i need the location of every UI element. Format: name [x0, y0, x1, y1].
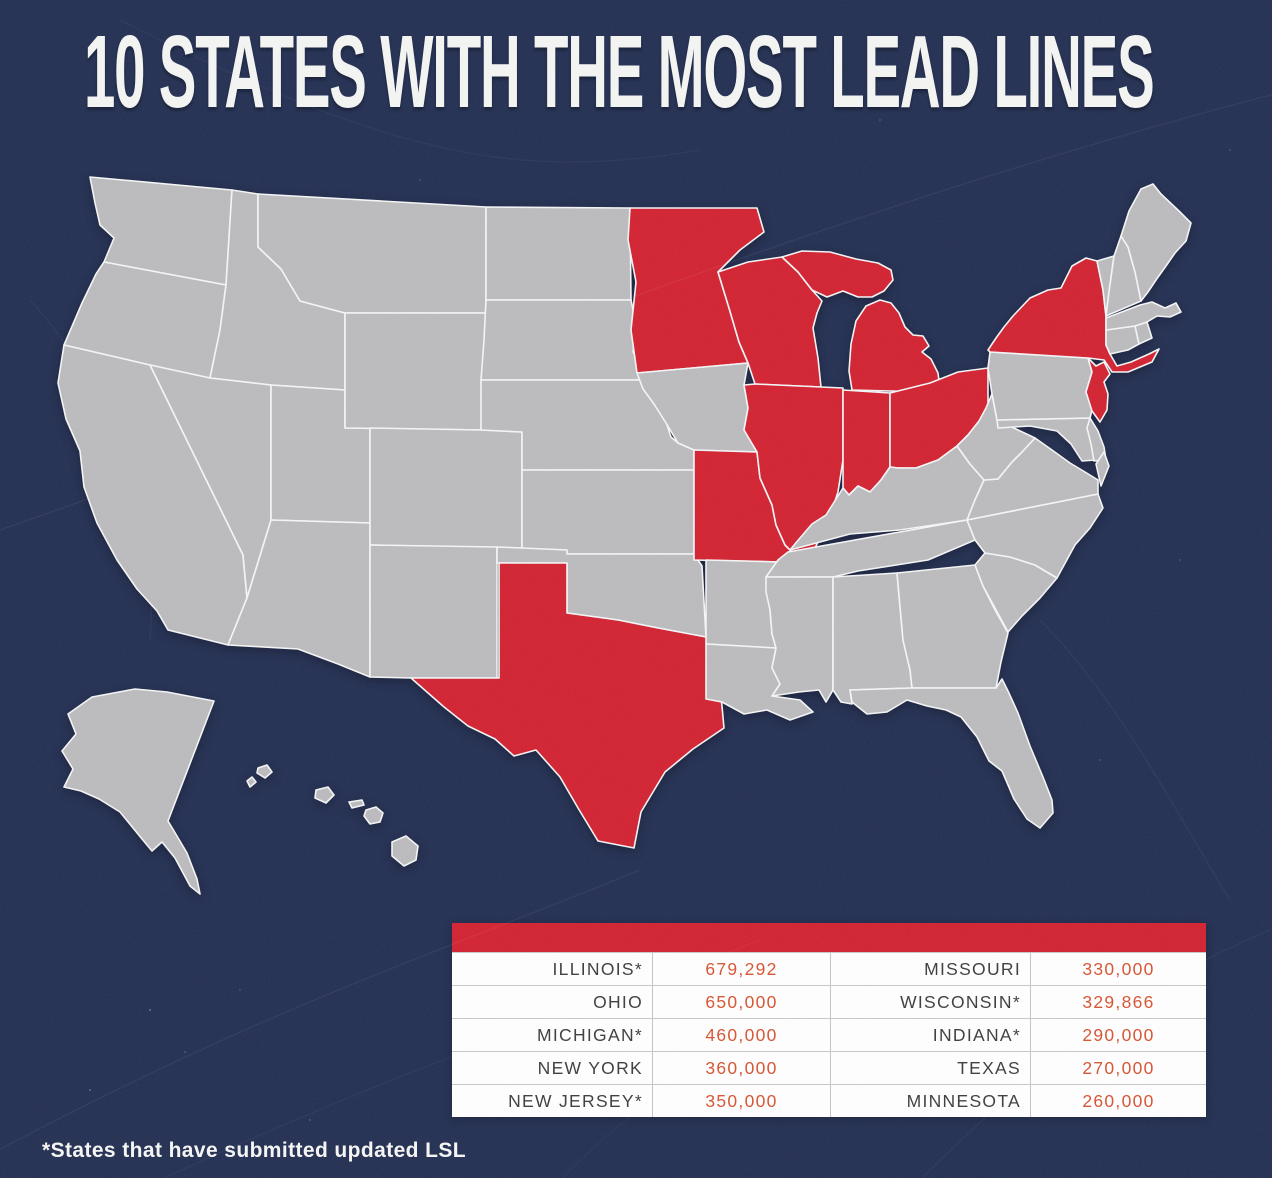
lead-lines-value-cell: 679,292 — [652, 953, 830, 985]
lead-lines-table: ILLINOIS* 679,292 MISSOURI 330,000 OHIO … — [452, 923, 1206, 1117]
lead-lines-value-cell: 330,000 — [1030, 953, 1206, 985]
table-row: NEW YORK 360,000 TEXAS 270,000 — [452, 1051, 1206, 1084]
state-name-cell: MISSOURI — [830, 953, 1030, 985]
state-name-cell: ILLINOIS* — [552, 958, 643, 979]
state-name-cell: MICHIGAN* — [536, 1024, 643, 1045]
state-name-cell: MINNESOTA — [830, 1085, 1030, 1117]
table-row: ILLINOIS* 679,292 MISSOURI 330,000 — [452, 952, 1206, 985]
lead-lines-value-cell: 360,000 — [652, 1052, 830, 1084]
state-kansas — [521, 469, 695, 555]
state-connecticut — [1105, 325, 1140, 355]
table-row: MICHIGAN* 460,000 INDIANA* 290,000 — [452, 1018, 1206, 1051]
state-alaska — [61, 688, 215, 895]
lead-lines-value-cell: 270,000 — [1030, 1052, 1206, 1084]
state-new-mexico — [369, 544, 498, 679]
state-wyoming — [344, 312, 487, 431]
state-colorado — [369, 427, 523, 549]
state-hawaii — [246, 764, 419, 867]
lead-lines-value-cell: 260,000 — [1030, 1085, 1206, 1117]
lead-lines-value-cell: 650,000 — [652, 986, 830, 1018]
footnote: *States that have submitted updated LSL — [42, 1139, 466, 1162]
state-north-dakota — [485, 206, 632, 301]
state-name-cell: NEW JERSEY* — [508, 1090, 643, 1111]
state-name-cell: INDIANA* — [830, 1019, 1030, 1051]
lead-lines-value-cell: 329,866 — [1030, 986, 1206, 1018]
table-row: OHIO 650,000 WISCONSIN* 329,866 — [452, 985, 1206, 1018]
page-title: 10 STATES WITH THE MOST LEAD LINES — [84, 13, 1155, 129]
lead-lines-value-cell: 350,000 — [652, 1085, 830, 1117]
state-pennsylvania — [987, 351, 1093, 421]
state-name-cell: OHIO — [593, 991, 643, 1012]
state-name-cell: TEXAS — [830, 1052, 1030, 1084]
table-row: NEW JERSEY* 350,000 MINNESOTA 260,000 — [452, 1084, 1206, 1117]
state-name-cell: NEW YORK — [537, 1057, 643, 1078]
state-south-dakota — [480, 299, 646, 381]
state-name-cell: WISCONSIN* — [830, 986, 1030, 1018]
state-florida — [849, 678, 1054, 829]
lead-lines-value-cell: 460,000 — [652, 1019, 830, 1051]
lead-lines-value-cell: 290,000 — [1030, 1019, 1206, 1051]
table-header-bar — [452, 923, 1206, 952]
